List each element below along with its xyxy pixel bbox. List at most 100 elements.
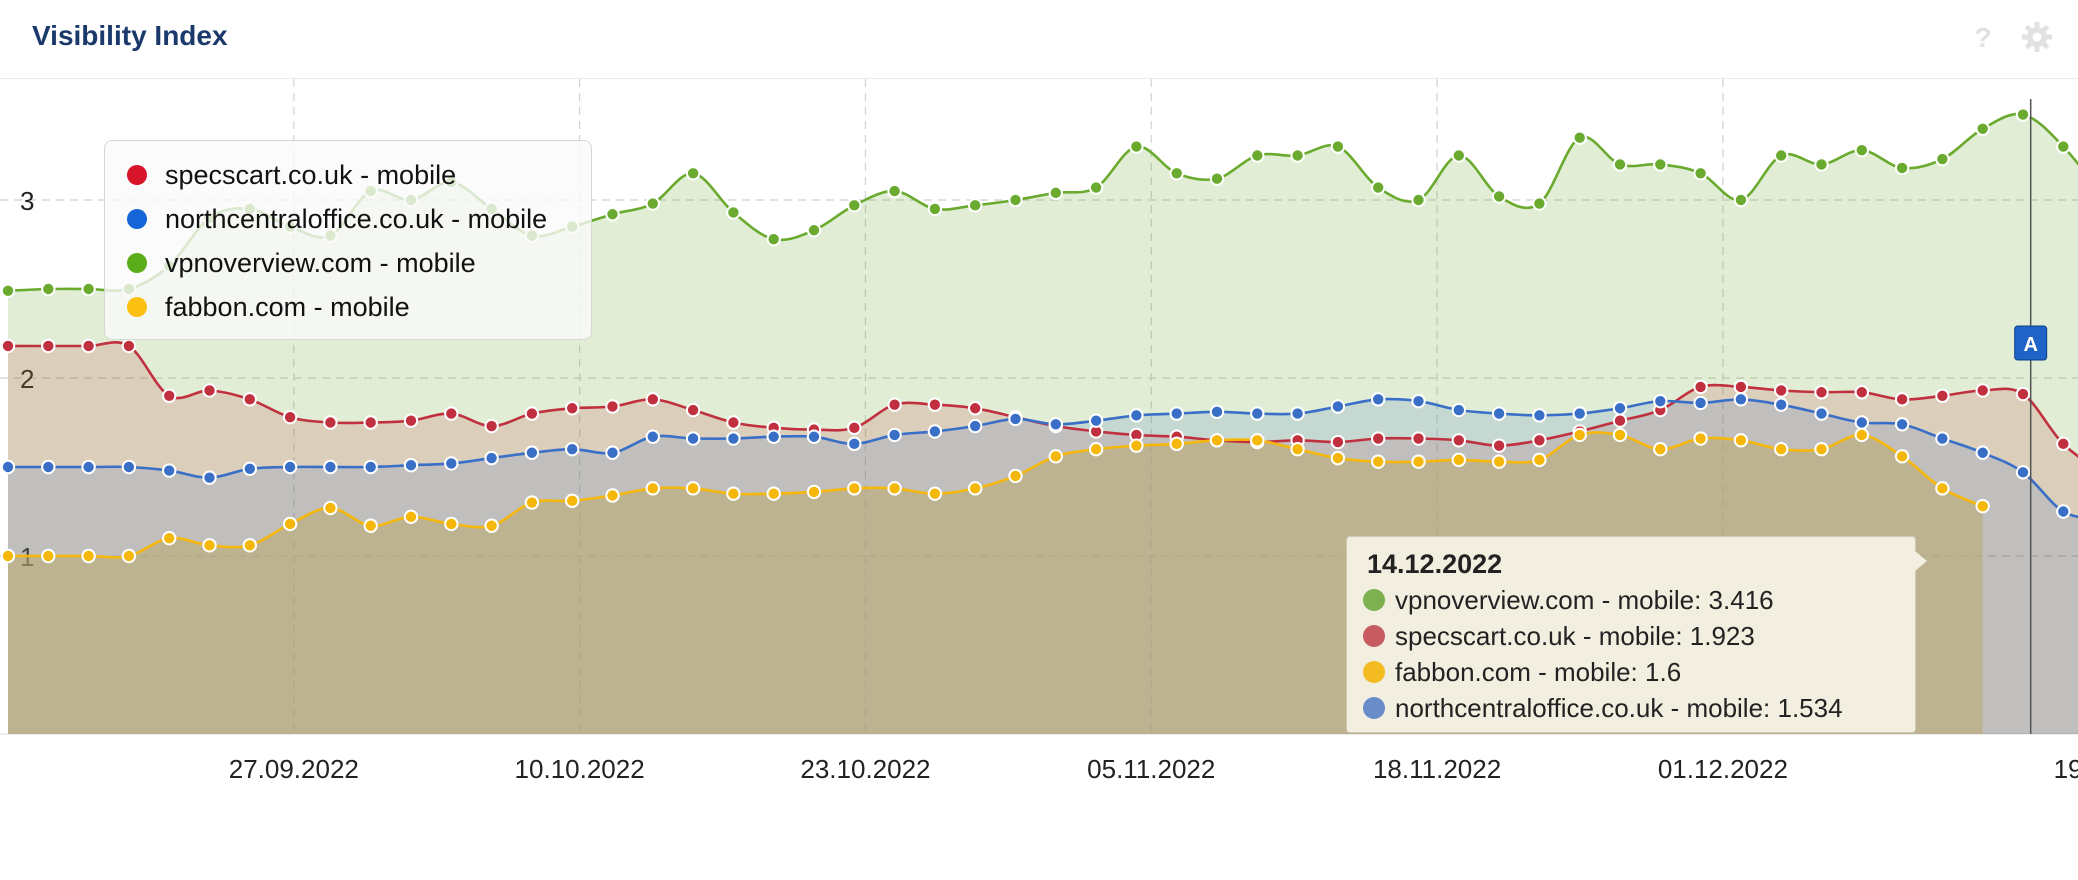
- legend-marker: [127, 164, 147, 185]
- x-tick-label: 10.10.2022: [515, 754, 645, 784]
- data-point-vpnoverview: [2056, 139, 2071, 154]
- tooltip-marker: [1363, 661, 1385, 684]
- data-point-fabbon: [323, 500, 338, 516]
- data-point-vpnoverview: [0, 283, 16, 298]
- data-point-specscart: [1935, 388, 1950, 403]
- data-point-vpnoverview: [1048, 185, 1064, 201]
- legend-label: northcentraloffice.co.uk - mobile: [165, 204, 548, 234]
- data-point-fabbon: [1693, 431, 1708, 446]
- data-point-northcentraloffice: [1854, 415, 1870, 430]
- svg-text:?: ?: [1974, 22, 1991, 53]
- data-point-vpnoverview: [1209, 171, 1225, 186]
- data-point-vpnoverview: [1572, 130, 1587, 145]
- data-point-vpnoverview: [806, 223, 822, 238]
- data-point-specscart: [1330, 434, 1346, 450]
- data-point-vpnoverview: [1894, 160, 1910, 176]
- data-point-specscart: [363, 415, 378, 430]
- data-point-fabbon: [162, 531, 177, 546]
- data-point-northcentraloffice: [444, 456, 459, 471]
- data-point-fabbon: [726, 486, 741, 501]
- data-point-fabbon: [484, 518, 499, 533]
- data-point-northcentraloffice: [1653, 393, 1668, 409]
- data-point-vpnoverview: [1330, 139, 1346, 154]
- data-point-northcentraloffice: [0, 459, 16, 475]
- data-point-northcentraloffice: [1935, 431, 1950, 446]
- tooltip-row-vpnoverview: vpnoverview.com - mobile: 3.416: [1363, 583, 1774, 617]
- data-point-northcentraloffice: [887, 427, 902, 443]
- data-point-fabbon: [766, 486, 781, 501]
- data-point-northcentraloffice: [565, 442, 580, 457]
- data-point-vpnoverview: [1935, 151, 1950, 167]
- data-point-northcentraloffice: [1975, 445, 1990, 460]
- data-point-fabbon: [1088, 442, 1104, 457]
- data-point-specscart: [605, 399, 620, 414]
- data-point-vpnoverview: [605, 207, 620, 222]
- data-point-northcentraloffice: [685, 431, 701, 446]
- data-point-specscart: [242, 392, 258, 407]
- data-point-fabbon: [282, 516, 298, 532]
- tooltip-marker: [1363, 625, 1385, 648]
- data-point-fabbon: [1129, 438, 1144, 453]
- data-point-specscart: [1894, 392, 1910, 407]
- data-point-northcentraloffice: [1088, 413, 1104, 428]
- tooltip-row-text: fabbon.com - mobile: 1.6: [1395, 657, 1682, 687]
- y-tick-label: 2: [20, 364, 34, 394]
- data-point-fabbon: [847, 481, 862, 496]
- data-point-fabbon: [1572, 427, 1587, 443]
- data-point-specscart: [1733, 379, 1749, 395]
- data-point-northcentraloffice: [1451, 402, 1467, 418]
- data-point-vpnoverview: [1491, 189, 1507, 204]
- data-point-fabbon: [1975, 498, 1990, 514]
- data-point-northcentraloffice: [927, 424, 943, 439]
- tooltip-marker: [1363, 589, 1385, 612]
- annotation-flag: [2014, 325, 2048, 361]
- tooltip-row-text: northcentraloffice.co.uk - mobile: 1.534: [1395, 693, 1843, 723]
- data-point-vpnoverview: [1290, 148, 1305, 163]
- data-point-northcentraloffice: [1894, 417, 1910, 432]
- x-tick-label: 01.12.2022: [1658, 754, 1788, 784]
- data-point-specscart: [968, 401, 983, 416]
- gear-icon[interactable]: [2020, 20, 2054, 54]
- y-tick-label: 3: [20, 186, 34, 216]
- data-point-vpnoverview: [1653, 157, 1668, 172]
- data-point-fabbon: [1774, 442, 1789, 457]
- data-point-fabbon: [0, 548, 16, 564]
- data-point-vpnoverview: [1814, 157, 1829, 172]
- legend-item-fabbon[interactable]: fabbon.com - mobile: [127, 287, 410, 327]
- data-point-specscart: [2015, 386, 2031, 402]
- data-point-fabbon: [968, 481, 983, 496]
- data-point-fabbon: [1008, 468, 1023, 484]
- tooltip-row-northcentraloffice: northcentraloffice.co.uk - mobile: 1.534: [1363, 691, 1843, 725]
- data-point-northcentraloffice: [645, 429, 660, 444]
- legend-item-vpnoverview[interactable]: vpnoverview.com - mobile: [127, 243, 476, 283]
- data-point-fabbon: [1290, 442, 1305, 457]
- data-point-fabbon: [1048, 449, 1064, 464]
- data-point-vpnoverview: [1975, 121, 1990, 136]
- data-point-vpnoverview: [1008, 192, 1023, 208]
- data-point-specscart: [121, 338, 137, 354]
- data-point-northcentraloffice: [1411, 393, 1426, 409]
- tooltip-date: 14.12.2022: [1367, 549, 1503, 579]
- data-point-specscart: [282, 409, 298, 425]
- data-point-specscart: [1411, 431, 1426, 446]
- data-point-specscart: [1854, 385, 1870, 400]
- data-point-northcentraloffice: [2015, 465, 2031, 480]
- legend-item-northcentraloffice[interactable]: northcentraloffice.co.uk - mobile: [127, 199, 547, 239]
- data-point-northcentraloffice: [162, 463, 177, 478]
- data-point-fabbon: [1209, 433, 1225, 448]
- data-point-specscart: [1532, 433, 1547, 448]
- data-point-fabbon: [927, 486, 943, 501]
- data-point-vpnoverview: [1854, 142, 1870, 158]
- data-point-northcentraloffice: [1169, 406, 1184, 421]
- data-point-fabbon: [1169, 436, 1184, 452]
- data-point-northcentraloffice: [1048, 417, 1064, 432]
- legend-item-specscart[interactable]: specscart.co.uk - mobile: [127, 155, 456, 195]
- data-point-specscart: [81, 338, 96, 354]
- legend-label: fabbon.com - mobile: [165, 292, 410, 322]
- chart-tooltip: 14.12.2022 vpnoverview.com - mobile: 3.4…: [1346, 536, 1927, 733]
- data-point-specscart: [444, 406, 459, 421]
- data-point-vpnoverview: [1451, 148, 1467, 163]
- legend-label: vpnoverview.com - mobile: [165, 248, 476, 278]
- question-mark-icon[interactable]: ?: [1966, 20, 2000, 54]
